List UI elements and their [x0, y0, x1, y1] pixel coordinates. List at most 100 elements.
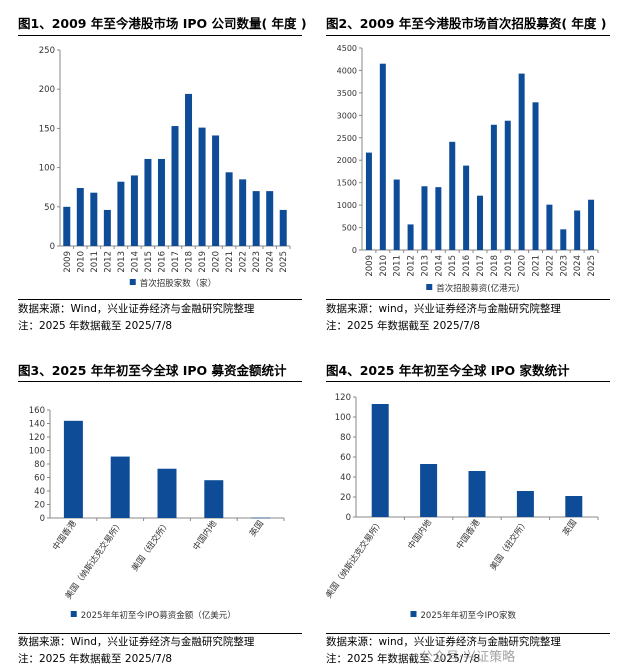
fig2-y-tick-label: 500 [342, 224, 357, 233]
fig1-bar [90, 192, 98, 246]
fig3-y-tick-label: 100 [29, 447, 45, 457]
fig2-x-tick-label: 2020 [518, 255, 528, 277]
fig2-bar [588, 199, 595, 250]
fig2-x-tick-label: 2023 [559, 255, 569, 277]
fig2-bar [393, 179, 400, 250]
fig1-x-tick-label: 2016 [157, 251, 167, 273]
fig1-y-tick-label: 150 [39, 124, 55, 134]
fig3-bar [204, 480, 224, 518]
figure-2-bottom-rule [326, 299, 610, 300]
fig1-x-tick-label: 2014 [130, 251, 140, 273]
figure-4-panel: 图4、2025 年年初至今全球 IPO 家数统计 0 20 40 60 80 100 120… [326, 354, 610, 670]
fig4-legend-swatch [410, 611, 417, 617]
fig2-y-tick-label: 0 [352, 246, 357, 255]
fig3-y-tick-label: 80 [34, 460, 45, 470]
figure-1-top-rule [18, 35, 302, 36]
fig3-y-tick-label: 140 [29, 420, 45, 430]
fig1-bar [225, 172, 233, 246]
fig2-y-tick-label: 2000 [337, 156, 357, 165]
fig4-bar [420, 464, 438, 517]
fig2-y-tick-label: 1500 [337, 179, 357, 188]
fig4-x-tick-label: 中国香港 [454, 517, 483, 552]
fig2-bar [463, 165, 470, 250]
figure-2-panel: 图2、2009 年至今港股市场首次招股募资( 年度 ) 0 500 1000 1500… [326, 8, 610, 338]
fig4-bar [516, 491, 534, 517]
fig1-bar [63, 206, 71, 246]
fig2-bar [477, 195, 483, 250]
fig2-bar [504, 120, 511, 250]
fig2-bar [435, 187, 442, 250]
fig1-bar [239, 179, 247, 246]
fig1-x-tick-label: 2011 [90, 251, 100, 273]
figure-4-source: 数据来源：wind，兴业证券经济与金融研究院整理 [326, 636, 561, 648]
fig4-bar [371, 404, 389, 517]
fig2-x-tick-label: 2024 [573, 255, 583, 277]
fig1-x-tick-label: 2010 [76, 251, 86, 273]
fig1-x-tick-label: 2024 [266, 251, 276, 273]
fig1-bar [76, 187, 84, 246]
fig3-y-tick-label: 20 [34, 501, 45, 511]
fig2-y-tick-label: 3500 [337, 89, 357, 98]
fig1-x-tick-label: 2022 [239, 251, 249, 273]
fig4-x-tick-label: 美国（纳斯达克交易所） [326, 517, 386, 600]
fig3-legend-label: 2025年年初至今IPO募资金额（亿美元） [81, 610, 236, 621]
fig3-bar [110, 456, 130, 518]
fig3-bar [157, 468, 177, 518]
fig4-y-tick-label: 40 [340, 473, 351, 483]
fig2-x-tick-label: 2018 [490, 255, 500, 277]
fig1-bar [266, 191, 274, 246]
fig2-bar [490, 124, 497, 250]
fig3-y-tick-label: 40 [34, 487, 45, 497]
fig1-legend-label: 首次招股家数（家） [140, 278, 217, 289]
fig2-y-tick-label: 2500 [337, 134, 357, 143]
fig1-y-tick-label: 0 [50, 242, 55, 252]
fig4-bar [565, 496, 583, 517]
fig4-x-tick-label: 英国 [560, 517, 579, 537]
fig2-legend-label: 首次招股募资(亿港元) [436, 283, 519, 294]
fig3-bar [251, 517, 271, 519]
fig2-x-tick-label: 2014 [434, 255, 444, 277]
fig1-bar [130, 175, 138, 246]
fig1-x-tick-label: 2019 [198, 251, 208, 273]
figure-4-note: 注：2025 年数据截至 2025/7/8 [326, 653, 481, 665]
fig2-x-tick-label: 2012 [407, 255, 417, 277]
fig2-bar [379, 63, 386, 250]
fig4-legend-label: 2025年年初至今IPO家数 [421, 610, 517, 621]
fig1-bar [279, 209, 287, 246]
fig2-x-tick-label: 2009 [365, 255, 375, 277]
fig3-y-tick-label: 0 [40, 514, 45, 524]
fig1-bar [157, 158, 165, 246]
fig2-x-tick-label: 2017 [476, 255, 486, 277]
fig2-x-tick-label: 2019 [504, 255, 514, 277]
fig4-y-tick-label: 20 [340, 493, 351, 503]
fig2-x-tick-label: 2010 [379, 255, 389, 277]
figure-2-top-rule [326, 35, 610, 36]
fig3-x-tick-label: 中国内地 [191, 518, 220, 553]
figure-1-source: 数据来源：Wind，兴业证券经济与金融研究院整理 [18, 303, 255, 315]
figure-1-title: 图1、2009 年至今港股市场 IPO 公司数量( 年度 ) [18, 16, 307, 31]
fig1-x-tick-label: 2009 [63, 251, 73, 273]
fig4-y-tick-label: 100 [335, 413, 351, 423]
fig1-x-tick-label: 2018 [185, 251, 195, 273]
fig2-x-tick-label: 2025 [587, 255, 597, 277]
fig1-bar [198, 127, 206, 246]
fig1-x-tick-label: 2015 [144, 251, 154, 273]
fig4-y-tick-label: 80 [340, 433, 351, 443]
figure-2-chart: 0 500 1000 1500 2000 2500 3000 3500 4000 4500 2009… [337, 44, 599, 294]
fig1-x-tick-label: 2013 [117, 251, 127, 273]
fig2-x-tick-label: 2015 [448, 255, 458, 277]
fig2-bar [365, 152, 372, 250]
figure-3-source: 数据来源：Wind，兴业证券经济与金融研究院整理 [18, 636, 255, 648]
figure-1-panel: 图1、2009 年至今港股市场 IPO 公司数量( 年度 ) 0 50 100 150… [18, 8, 307, 338]
fig3-x-tick-label: 中国香港 [50, 518, 79, 553]
fig1-x-tick-label: 2017 [171, 251, 181, 273]
fig1-y-tick-label: 100 [39, 164, 55, 174]
fig2-bar [421, 186, 428, 250]
fig2-x-tick-label: 2011 [393, 255, 403, 277]
fig2-x-tick-label: 2021 [532, 255, 542, 277]
figure-4-top-rule [326, 381, 610, 382]
fig3-x-tick-label: 英国 [247, 518, 266, 538]
fig4-x-tick-label: 中国内地 [406, 517, 435, 552]
fig1-x-tick-label: 2020 [212, 251, 222, 273]
